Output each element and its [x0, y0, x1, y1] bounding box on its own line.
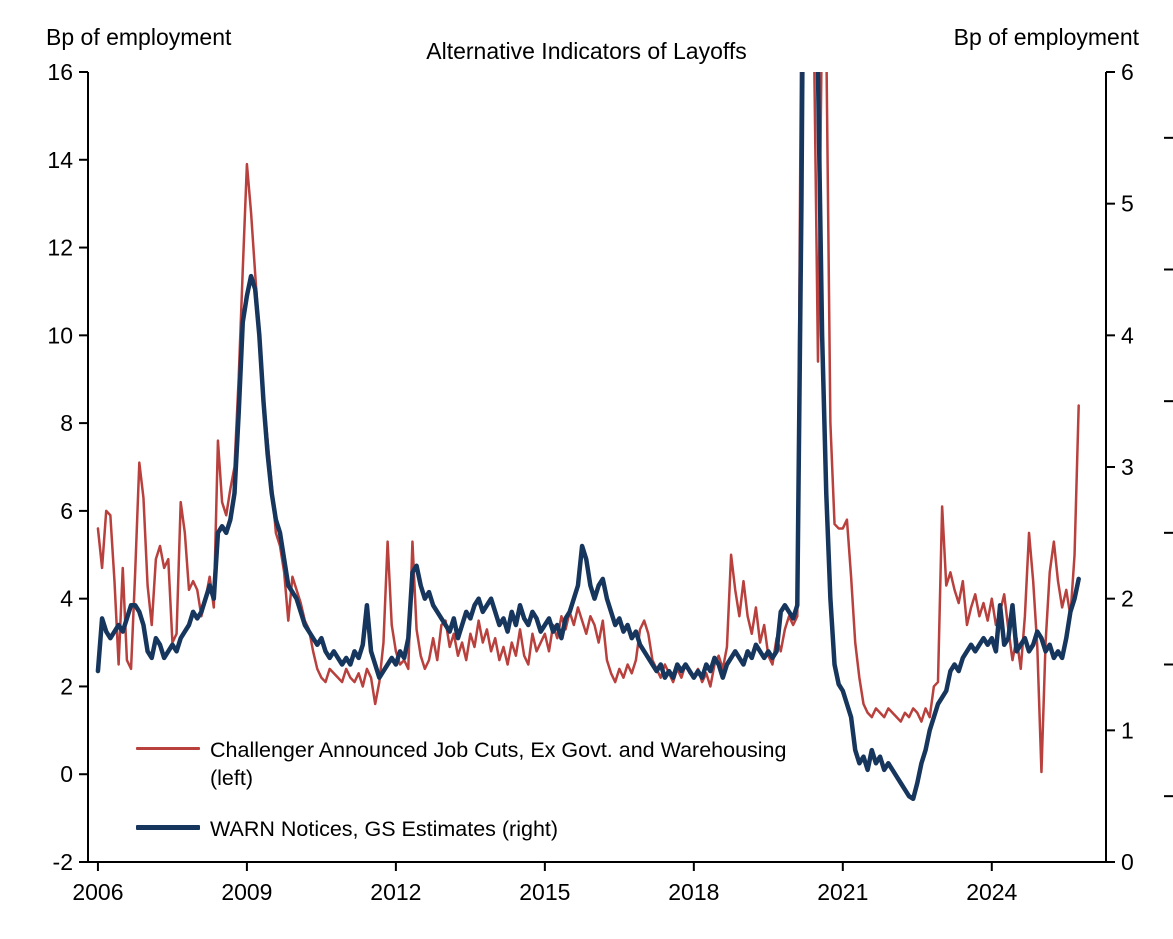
x-axis-tick-label: 2012 — [370, 879, 421, 905]
x-axis-tick-label: 2015 — [519, 879, 570, 905]
x-axis-tick-label: 2006 — [72, 879, 123, 905]
right-axis-units-label: Bp of employment — [953, 24, 1139, 50]
chart-legend: Challenger Announced Job Cuts, Ex Govt. … — [136, 736, 830, 843]
legend-label-challenger: Challenger Announced Job Cuts, Ex Govt. … — [210, 738, 787, 791]
left-axis-tick-label: 2 — [60, 673, 73, 699]
left-axis-tick-label: 8 — [60, 410, 73, 436]
legend-label-warn: WARN Notices, GS Estimates (right) — [210, 816, 559, 841]
right-axis-tick-label: 0 — [1121, 849, 1134, 875]
challenger-line-sample — [136, 747, 200, 750]
legend-item-challenger: Challenger Announced Job Cuts, Ex Govt. … — [136, 736, 830, 793]
left-axis-tick-label: 12 — [47, 235, 73, 261]
x-axis-tick-label: 2021 — [817, 879, 868, 905]
right-axis-tick-label: 3 — [1121, 454, 1134, 480]
right-axis-tick-label: 6 — [1121, 59, 1134, 85]
left-axis-tick-label: 10 — [47, 322, 73, 348]
series-line-warn — [95, 72, 1081, 802]
left-axis-tick-label: 6 — [60, 498, 73, 524]
left-axis-units-label: Bp of employment — [46, 24, 232, 50]
left-axis-tick-label: -2 — [53, 849, 73, 875]
legend-item-warn: WARN Notices, GS Estimates (right) — [136, 815, 830, 843]
left-axis-tick-label: 4 — [60, 586, 73, 612]
right-axis-tick-label: 5 — [1121, 191, 1134, 217]
warn-line-sample — [136, 824, 200, 830]
right-axis-tick-label: 4 — [1121, 322, 1134, 348]
x-axis-tick-label: 2009 — [221, 879, 272, 905]
x-axis-tick-label: 2024 — [966, 879, 1017, 905]
chart-title: Alternative Indicators of Layoffs — [426, 38, 747, 64]
series-line-challenger — [96, 72, 1080, 774]
left-axis-tick-label: 0 — [60, 761, 73, 787]
right-axis-tick-label: 1 — [1121, 717, 1134, 743]
x-axis-tick-label: 2018 — [668, 879, 719, 905]
left-axis-tick-label: 14 — [47, 147, 73, 173]
right-axis-tick-label: 2 — [1121, 586, 1134, 612]
left-axis-tick-label: 16 — [47, 59, 73, 85]
